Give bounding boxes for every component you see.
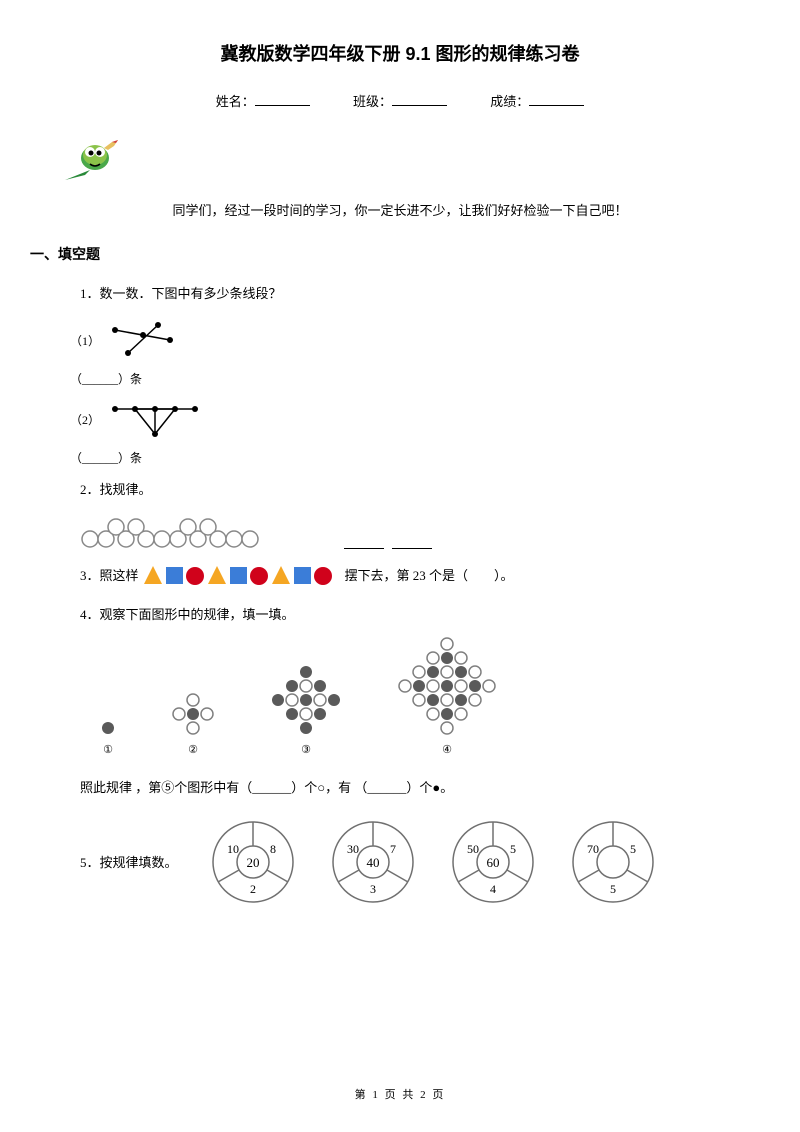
q4-label-3: ③ (270, 741, 342, 761)
svg-text:3: 3 (370, 882, 376, 896)
encouragement-text: 同学们，经过一段时间的学习，你一定长进不少，让我们好好检验一下自己吧！ (70, 200, 730, 219)
page-footer: 第 1 页 共 2 页 (0, 1086, 800, 1102)
q1-figure-2 (110, 399, 205, 439)
info-row: 姓名： 班级： 成绩： (70, 91, 730, 110)
q4-fig-2: ② (171, 676, 215, 761)
q4-label-2: ② (171, 741, 215, 761)
q4-fig-4: ④ (397, 636, 497, 761)
svg-text:8: 8 (270, 842, 276, 856)
svg-text:20: 20 (246, 855, 259, 870)
q1-sub1: （1） （______）条 (70, 320, 730, 387)
q1-sub2-answer: （______）条 (70, 449, 730, 466)
q5-circle-3: 60 50 5 4 (448, 817, 538, 907)
q2-figure (80, 517, 340, 549)
q5-circle-1: 20 10 8 2 (208, 817, 298, 907)
q4-label-1: ① (100, 741, 116, 761)
svg-text:5: 5 (630, 842, 636, 856)
class-label: 班级： (353, 94, 392, 109)
q4-fig-3: ③ (270, 664, 342, 761)
q4-result: 照此规律 ，第⑤个图形中有（______）个○，有 （______）个●。 (80, 776, 730, 799)
q4-label-4: ④ (397, 741, 497, 761)
q3-suffix: 摆下去，第 23 个是（ ）。 (345, 564, 514, 587)
q4-fig-1: ① (100, 676, 116, 761)
mascot-icon (60, 130, 730, 185)
q5-text: 5．按规律填数。 (80, 851, 178, 874)
question-1: 1．数一数．下图中有多少条线段？ (80, 282, 730, 305)
svg-text:5: 5 (610, 882, 616, 896)
page-title: 冀教版数学四年级下册 9.1 图形的规律练习卷 (70, 40, 730, 66)
q2-blank-1 (344, 548, 384, 549)
q1-sub2-label: （2） (70, 411, 100, 428)
svg-text:70: 70 (587, 842, 599, 856)
svg-text:50: 50 (467, 842, 479, 856)
question-5: 5．按规律填数。 20 10 8 2 40 30 7 3 (80, 817, 730, 907)
q1-sub1-answer: （______）条 (70, 370, 730, 387)
q1-figure-1 (110, 320, 180, 360)
q1-text: 1．数一数．下图中有多少条线段？ (80, 282, 730, 305)
q3-prefix: 3．照这样 (80, 564, 139, 587)
question-3: 3．照这样 摆下去，第 23 个是（ ）。 (80, 564, 730, 588)
svg-text:7: 7 (390, 842, 396, 856)
section-1-title: 一、填空题 (30, 244, 730, 264)
name-blank (255, 105, 310, 106)
score-label: 成绩： (490, 94, 529, 109)
svg-text:30: 30 (347, 842, 359, 856)
q3-figure (142, 564, 342, 588)
svg-text:60: 60 (486, 855, 499, 870)
q2-blank-2 (392, 548, 432, 549)
q1-sub1-label: （1） (70, 332, 100, 349)
class-blank (392, 105, 447, 106)
name-label: 姓名： (216, 94, 255, 109)
svg-text:10: 10 (227, 842, 239, 856)
q1-sub2: （2） （______）条 (70, 399, 730, 466)
q4-text: 4．观察下面图形中的规律，填一填。 (80, 603, 730, 626)
svg-text:5: 5 (510, 842, 516, 856)
question-2: 2．找规律。 (80, 478, 730, 548)
q2-text: 2．找规律。 (80, 478, 730, 501)
q5-circle-4: 70 5 5 (568, 817, 658, 907)
score-blank (529, 105, 584, 106)
q5-circle-2: 40 30 7 3 (328, 817, 418, 907)
svg-text:40: 40 (366, 855, 379, 870)
svg-text:4: 4 (490, 882, 496, 896)
question-4: 4．观察下面图形中的规律，填一填。 ① ② (80, 603, 730, 800)
svg-text:2: 2 (250, 882, 256, 896)
